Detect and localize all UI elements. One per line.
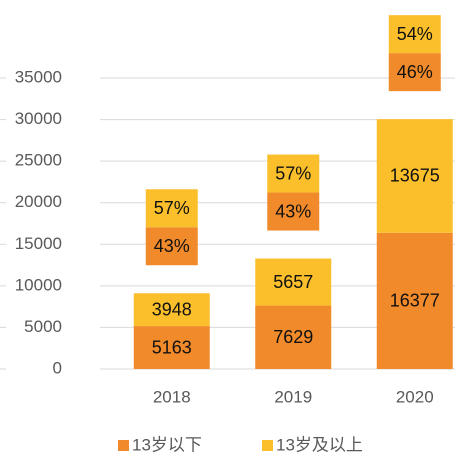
data-label: 5163 bbox=[152, 337, 192, 357]
share-box bbox=[145, 189, 198, 228]
share-box bbox=[267, 192, 320, 231]
y-tick-label: 35000 bbox=[15, 67, 62, 86]
y-tick-label: 5000 bbox=[24, 317, 62, 336]
bar-segment bbox=[255, 305, 332, 369]
bar-segment bbox=[376, 119, 453, 233]
data-label: 3948 bbox=[152, 299, 192, 319]
legend-label: 13岁及以上 bbox=[276, 435, 363, 454]
bar-segment bbox=[255, 258, 332, 306]
share-box bbox=[388, 53, 441, 92]
data-label: 5657 bbox=[273, 272, 313, 292]
share-label: 54% bbox=[397, 24, 433, 44]
y-tick-label: 30000 bbox=[15, 109, 62, 128]
share-box bbox=[388, 15, 441, 54]
y-tick-label: 0 bbox=[53, 358, 62, 377]
y-tick-label: 15000 bbox=[15, 234, 62, 253]
bar-segment bbox=[133, 293, 210, 327]
share-label: 57% bbox=[154, 198, 190, 218]
x-tick-label: 2020 bbox=[396, 387, 434, 406]
data-label: 7629 bbox=[273, 327, 313, 347]
share-label: 43% bbox=[275, 201, 311, 221]
share-box bbox=[145, 227, 198, 266]
bar-segment bbox=[133, 326, 210, 369]
legend-label: 13岁以下 bbox=[132, 435, 202, 454]
share-label: 46% bbox=[397, 62, 433, 82]
x-tick-label: 2019 bbox=[274, 387, 312, 406]
data-label: 16377 bbox=[390, 291, 440, 311]
share-label: 43% bbox=[154, 236, 190, 256]
data-label: 13675 bbox=[390, 166, 440, 186]
bar-segment bbox=[376, 232, 453, 369]
y-tick-label: 25000 bbox=[15, 151, 62, 170]
x-tick-label: 2018 bbox=[153, 387, 191, 406]
legend-swatch bbox=[118, 440, 129, 451]
y-tick-label: 10000 bbox=[15, 275, 62, 294]
y-tick-label: 20000 bbox=[15, 192, 62, 211]
legend-swatch bbox=[262, 440, 273, 451]
share-label: 57% bbox=[275, 163, 311, 183]
share-box bbox=[267, 154, 320, 193]
